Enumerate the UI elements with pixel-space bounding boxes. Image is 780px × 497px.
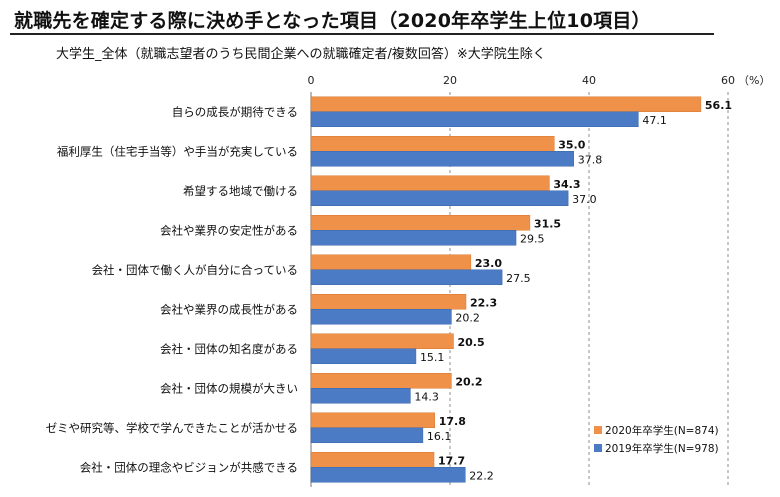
- value-label-2020: 35.0: [558, 138, 585, 151]
- x-unit-label: （%）: [738, 74, 770, 87]
- category-label: 希望する地域で働ける: [183, 184, 298, 198]
- category-label: ゼミや研究等、学校で学んできたことが活かせる: [46, 421, 298, 435]
- value-label-2019: 16.1: [427, 430, 452, 443]
- bar-2020: [310, 294, 467, 310]
- category-label: 会社・団体で働く人が自分に合っている: [92, 263, 298, 277]
- bar-2020: [310, 175, 550, 191]
- data-labels: 56.1 47.1 35.0 37.8 34.3 37.0 31.5 29.5 23.0 27.5…: [414, 99, 732, 483]
- bar-2020: [310, 96, 702, 112]
- legend-label-2019: 2019年卒学生(N=978): [605, 442, 719, 455]
- bar-2020: [310, 333, 454, 349]
- value-label-2020: 34.3: [553, 178, 580, 191]
- bars: [310, 96, 702, 483]
- legend-label-2020: 2020年卒学生(N=874): [605, 424, 719, 437]
- category-label: 会社・団体の知名度がある: [160, 342, 298, 356]
- value-label-2020: 31.5: [534, 217, 561, 230]
- bar-2020: [310, 254, 472, 270]
- bar-2019: [310, 230, 517, 246]
- legend-swatch-2020: [594, 426, 602, 434]
- bar-2019: [310, 111, 639, 127]
- legend: 2020年卒学生(N=874) 2019年卒学生(N=978): [594, 424, 719, 455]
- value-label-2019: 15.1: [420, 351, 445, 364]
- value-label-2019: 29.5: [520, 232, 545, 245]
- category-label: 自らの成長が期待できる: [172, 105, 298, 119]
- value-label-2020: 23.0: [475, 257, 502, 270]
- x-tick-label-40: 40: [582, 74, 596, 87]
- value-label-2020: 17.7: [438, 454, 465, 467]
- value-label-2019: 37.8: [578, 153, 603, 166]
- x-tick-label-20: 20: [443, 74, 457, 87]
- value-label-2019: 22.2: [469, 469, 494, 482]
- legend-swatch-2019: [594, 444, 602, 452]
- category-label: 会社や業界の安定性がある: [160, 223, 298, 237]
- value-label-2020: 56.1: [705, 99, 732, 112]
- value-label-2020: 17.8: [439, 415, 466, 428]
- value-label-2019: 27.5: [506, 272, 531, 285]
- category-labels: 自らの成長が期待できる福利厚生（住宅手当等）や手当が充実している希望する地域で働…: [46, 105, 298, 475]
- value-label-2019: 20.2: [455, 311, 480, 324]
- value-label-2019: 47.1: [642, 114, 667, 127]
- chart-title: 就職先を確定する際に決め手となった項目（2020年卒学生上位10項目）: [14, 10, 651, 32]
- bar-2019: [310, 151, 574, 167]
- bar-2019: [310, 309, 452, 325]
- title-underline: [10, 33, 714, 35]
- category-label: 福利厚生（住宅手当等）や手当が充実している: [57, 144, 298, 158]
- bar-2019: [310, 427, 424, 443]
- category-label: 会社・団体の規模が大きい: [160, 381, 298, 395]
- value-label-2019: 14.3: [414, 390, 439, 403]
- x-axis-ticks: 0 20 40 60 （%）: [308, 74, 771, 87]
- x-tick-label-60: 60: [721, 74, 735, 87]
- bar-2020: [310, 136, 555, 152]
- bar-2019: [310, 388, 411, 404]
- chart-subtitle: 大学生_全体（就職志望者のうち民間企業への就職確定者/複数回答）※大学院生除く: [56, 47, 546, 62]
- value-label-2019: 37.0: [572, 193, 597, 206]
- value-label-2020: 20.5: [457, 336, 484, 349]
- bar-2019: [310, 467, 466, 483]
- category-label: 会社・団体の理念やビジョンが共感できる: [80, 460, 298, 474]
- bar-2020: [310, 215, 531, 231]
- value-label-2020: 20.2: [455, 375, 482, 388]
- bar-2020: [310, 452, 435, 468]
- bar-2019: [310, 348, 417, 364]
- category-label: 会社や業界の成長性がある: [160, 302, 298, 316]
- x-tick-label-0: 0: [308, 74, 315, 87]
- bar-2020: [310, 412, 435, 428]
- value-label-2020: 22.3: [470, 296, 497, 309]
- bar-2019: [310, 190, 569, 206]
- bar-2019: [310, 269, 503, 285]
- bar-2020: [310, 373, 452, 389]
